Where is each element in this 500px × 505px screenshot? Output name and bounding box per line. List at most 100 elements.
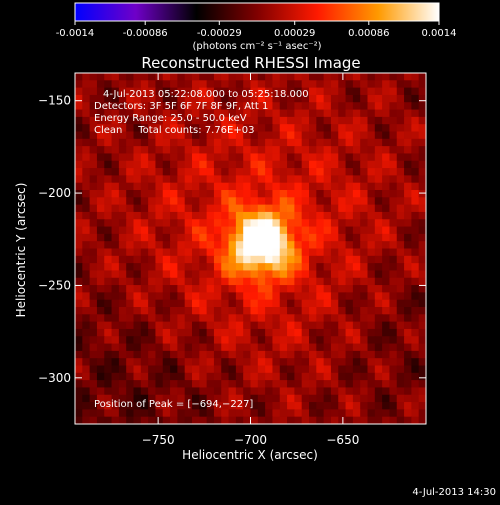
heatmap-cell [89, 219, 98, 228]
heatmap-cell [382, 116, 391, 125]
heatmap-cell [126, 336, 135, 345]
heatmap-cell [213, 314, 222, 323]
heatmap-cell [192, 102, 200, 111]
heatmap-cell [118, 124, 127, 133]
heatmap-cell [374, 87, 383, 96]
heatmap-cell [316, 190, 325, 198]
heatmap-cell [272, 153, 281, 162]
heatmap-cell [309, 358, 317, 367]
heatmap-cell [184, 314, 193, 323]
heatmap-cell [323, 380, 332, 389]
heatmap-cell [177, 248, 186, 257]
heatmap-cell [111, 402, 120, 410]
heatmap-cell [111, 343, 120, 352]
heatmap-cell [118, 204, 127, 213]
heatmap-cell [374, 285, 383, 293]
heatmap-cell [404, 314, 412, 323]
heatmap-cell [294, 190, 303, 198]
heatmap-cell [309, 372, 317, 381]
heatmap-cell [367, 102, 376, 111]
heatmap-cell [250, 380, 259, 389]
heatmap-cell [345, 190, 354, 198]
heatmap-cell [352, 387, 361, 396]
heatmap-cell [301, 255, 310, 264]
heatmap-cell [118, 328, 127, 337]
heatmap-cell [396, 270, 405, 279]
heatmap-cell [89, 336, 98, 345]
heatmap-cell [265, 350, 274, 359]
heatmap-cell [367, 80, 376, 89]
heatmap-cell [170, 197, 178, 206]
heatmap-cell [104, 409, 113, 418]
heatmap-cell [82, 226, 91, 235]
heatmap-cell [272, 233, 281, 242]
heatmap-cell [287, 270, 295, 279]
heatmap-cell [360, 80, 369, 89]
heatmap-cell [404, 241, 412, 250]
heatmap-cell [199, 102, 208, 111]
heatmap-cell [162, 219, 171, 228]
heatmap-cell [360, 146, 369, 155]
heatmap-cell [221, 87, 230, 96]
heatmap-cell [243, 255, 252, 264]
heatmap-cell [396, 219, 405, 228]
heatmap-cell [316, 314, 325, 323]
heatmap-cell [96, 233, 105, 242]
heatmap-cell [111, 87, 120, 96]
heatmap-cell [330, 336, 339, 345]
heatmap-cell [206, 321, 215, 330]
heatmap-cell [338, 182, 347, 191]
heatmap-cell [345, 292, 354, 301]
heatmap-cell [192, 336, 200, 345]
heatmap-cell [389, 350, 398, 359]
heatmap-cell [345, 204, 354, 213]
colorbar-tick-label: -0.00029 [197, 28, 242, 39]
heatmap-cell [323, 146, 332, 155]
heatmap-cell [360, 94, 369, 103]
heatmap-cell [148, 241, 157, 250]
heatmap-cell [360, 131, 369, 140]
heatmap-cell [396, 131, 405, 140]
heatmap-cell [243, 292, 252, 301]
heatmap-cell [221, 270, 230, 279]
heatmap-cell [404, 248, 412, 257]
heatmap-cell [374, 160, 383, 169]
heatmap-cell [111, 233, 120, 242]
heatmap-cell [316, 299, 325, 308]
heatmap-cell [133, 263, 142, 272]
heatmap-cell [352, 197, 361, 206]
heatmap-cell [389, 277, 398, 286]
heatmap-cell [316, 270, 325, 279]
heatmap-cell [250, 233, 259, 242]
heatmap-cell [374, 255, 383, 264]
heatmap-cell [221, 372, 230, 381]
heatmap-cell [367, 168, 376, 176]
heatmap-cell [309, 314, 317, 323]
heatmap-cell [323, 394, 332, 403]
heatmap-cell [404, 292, 412, 301]
heatmap-cell [330, 248, 339, 257]
heatmap-cell [170, 409, 178, 418]
heatmap-cell [162, 102, 171, 111]
heatmap-cell [257, 307, 266, 315]
heatmap-cell [118, 299, 127, 308]
heatmap-cell [309, 197, 317, 206]
heatmap-cell [162, 87, 171, 96]
heatmap-cell [294, 314, 303, 323]
heatmap-cell [235, 328, 244, 337]
heatmap-cell [184, 160, 193, 169]
heatmap-cell [104, 219, 113, 228]
heatmap-cell [118, 336, 127, 345]
heatmap-cell [330, 343, 339, 352]
heatmap-cell [199, 190, 208, 198]
heatmap-cell [213, 394, 222, 403]
heatmap-cell [287, 233, 295, 242]
heatmap-cell [206, 416, 215, 424]
heatmap-cell [418, 226, 426, 235]
heatmap-cell [367, 328, 376, 337]
heatmap-cell [352, 102, 361, 111]
heatmap-cell [382, 416, 391, 424]
heatmap-cell [162, 197, 171, 206]
heatmap-cell [352, 131, 361, 140]
heatmap-cell [287, 336, 295, 345]
